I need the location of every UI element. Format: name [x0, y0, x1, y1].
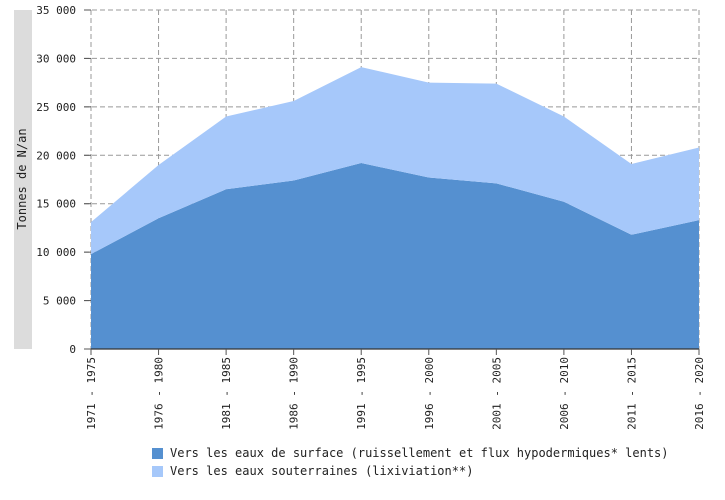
- y-tick-label: 10 000: [36, 246, 76, 259]
- y-tick-label: 15 000: [36, 198, 76, 211]
- y-tick-label: 30 000: [36, 52, 76, 65]
- x-tick-label: 1996 - 2000: [423, 357, 436, 430]
- area-series-0: [91, 163, 699, 349]
- y-tick-label: 0: [69, 343, 76, 356]
- areas: [91, 67, 699, 349]
- x-tick-label: 1986 - 1990: [288, 357, 301, 430]
- axes: 0 5 000 10 000 15 000 20 000 25 000 30 000 35 0…: [36, 4, 706, 430]
- x-tick-label: 2011 - 2015: [625, 357, 638, 430]
- y-tick-label: 35 000: [36, 4, 76, 17]
- legend: Vers les eaux de surface (ruissellement …: [152, 444, 669, 480]
- x-tick-label: 2001 - 2005: [490, 357, 503, 430]
- y-tick-label: 5 000: [43, 295, 76, 308]
- legend-swatch-surface: [152, 447, 163, 459]
- legend-label-groundwater: Vers les eaux souterraines (lixiviation*…: [170, 464, 474, 478]
- x-tick-label: 2006 - 2010: [558, 357, 571, 430]
- legend-item-surface[interactable]: Vers les eaux de surface (ruissellement …: [152, 444, 669, 462]
- legend-item-groundwater[interactable]: Vers les eaux souterraines (lixiviation*…: [152, 462, 669, 480]
- x-tick-label: 2016 - 2020: [693, 357, 706, 430]
- y-axis-label: Tonnes de N/an: [15, 128, 29, 229]
- legend-label-surface: Vers les eaux de surface (ruissellement …: [170, 446, 669, 460]
- x-tick-label: 1976 - 1980: [153, 357, 166, 430]
- y-axis-label-band: [14, 10, 32, 349]
- x-tick-label: 1981 - 1985: [220, 357, 233, 430]
- x-tick-label: 1971 - 1975: [85, 357, 98, 430]
- y-tick-label: 25 000: [36, 101, 76, 114]
- area-series-1: [91, 67, 699, 255]
- legend-swatch-groundwater: [152, 465, 163, 477]
- x-tick-label: 1991 - 1995: [355, 357, 368, 430]
- y-tick-label: 20 000: [36, 149, 76, 162]
